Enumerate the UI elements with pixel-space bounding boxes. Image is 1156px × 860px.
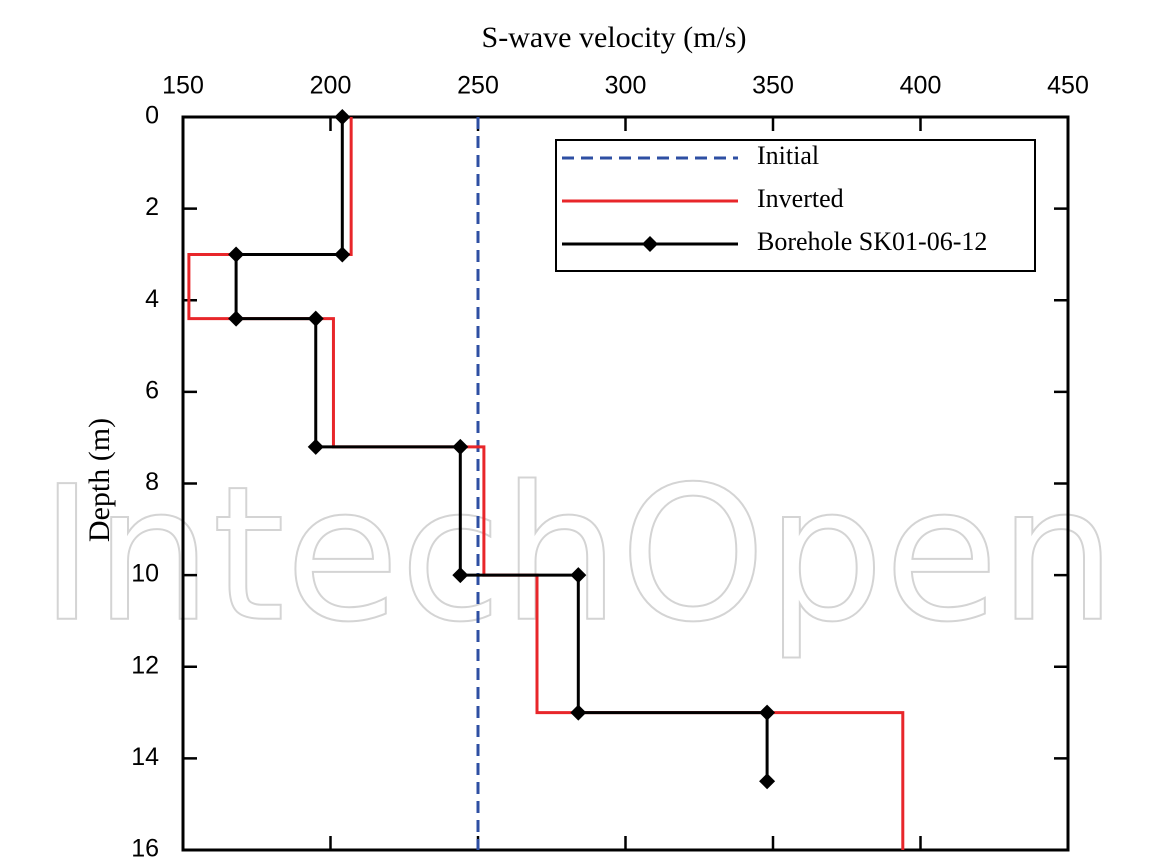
plot-frame [181, 115, 1070, 852]
y-tick-label: 2 [145, 193, 159, 221]
legend-label: Inverted [757, 184, 844, 213]
y-axis-title: Depth (m) [83, 418, 116, 542]
legend-marker [642, 236, 658, 252]
legend-box [555, 139, 1036, 272]
x-tick-label: 250 [457, 72, 499, 100]
x-tick-label: 450 [1047, 72, 1089, 100]
legend-label: Initial [757, 141, 819, 170]
marker [452, 438, 469, 455]
marker [307, 310, 324, 327]
legend-label: Borehole SK01-06-12 [757, 227, 987, 256]
marker [570, 704, 587, 721]
y-tick-label: 16 [131, 835, 159, 860]
marker [307, 438, 324, 455]
marker [759, 773, 776, 790]
y-tick-label: 8 [145, 468, 159, 496]
marker [228, 246, 245, 263]
x-axis-title: S-wave velocity (m/s) [482, 21, 747, 54]
y-tick-label: 14 [131, 743, 159, 771]
y-tick-label: 10 [131, 560, 159, 588]
marker [334, 246, 351, 263]
marker [452, 567, 469, 584]
series-line [234, 117, 769, 782]
marker [228, 310, 245, 327]
x-tick-label: 200 [310, 72, 352, 100]
marker [759, 704, 776, 721]
y-tick-label: 6 [145, 376, 159, 404]
y-tick-label: 4 [145, 285, 159, 313]
x-tick-label: 350 [752, 72, 794, 100]
x-tick-label: 150 [162, 72, 204, 100]
x-tick-label: 300 [605, 72, 647, 100]
marker [334, 109, 351, 125]
y-tick-label: 0 [145, 102, 159, 130]
y-tick-label: 12 [131, 651, 159, 679]
marker [570, 567, 587, 584]
x-tick-label: 400 [900, 72, 942, 100]
